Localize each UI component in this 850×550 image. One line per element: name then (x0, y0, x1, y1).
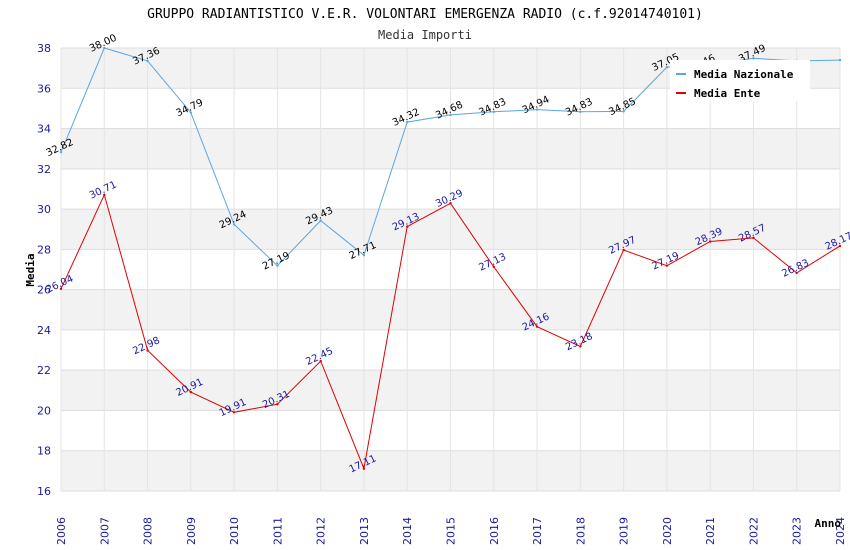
data-point (492, 265, 495, 269)
x-tick-label: 2021 (704, 517, 717, 545)
data-point (59, 287, 63, 291)
data-point (665, 264, 669, 267)
data-point (535, 325, 539, 328)
data-label: 34.83 (477, 97, 508, 119)
data-label: 27.19 (261, 250, 292, 272)
data-label: 22.45 (304, 346, 335, 368)
data-label: 22.98 (131, 335, 162, 357)
data-label: 30.29 (434, 188, 465, 210)
x-tick-label: 2024 (834, 517, 847, 545)
data-point (795, 271, 798, 275)
data-point (189, 390, 193, 394)
data-point (146, 349, 149, 352)
data-point (103, 46, 106, 50)
data-point (59, 151, 63, 154)
data-point (189, 111, 193, 114)
legend-label: Media Nazionale (694, 68, 794, 81)
data-point (579, 110, 582, 114)
data-point (406, 120, 409, 124)
y-axis-label: Media (24, 253, 37, 286)
y-tick-label: 24 (37, 324, 51, 337)
x-tick-label: 2018 (574, 517, 587, 545)
data-point (232, 411, 236, 414)
x-tick-label: 2016 (488, 517, 501, 545)
data-point (406, 225, 409, 228)
y-tick-label: 34 (37, 123, 51, 136)
chart-subtitle: Media Importi (378, 28, 472, 42)
data-point (579, 345, 582, 348)
data-point (362, 254, 366, 257)
data-point (449, 202, 452, 205)
y-tick-label: 38 (37, 42, 51, 55)
x-tick-label: 2007 (98, 517, 111, 545)
x-tick-label: 2009 (185, 517, 198, 545)
x-tick-label: 2011 (271, 517, 284, 545)
legend-box (670, 60, 810, 101)
legend: Media Nazionale Media Ente (670, 60, 810, 101)
y-tick-label: 30 (37, 203, 51, 216)
data-point (319, 219, 322, 222)
y-tick-label: 26 (37, 284, 51, 297)
x-tick-label: 2006 (55, 517, 68, 545)
x-tick-label: 2019 (618, 517, 631, 545)
y-tick-label: 36 (37, 82, 51, 95)
x-tick-label: 2022 (747, 517, 760, 545)
data-label: 34.85 (607, 96, 638, 118)
data-point (665, 65, 669, 69)
data-point (449, 113, 452, 117)
data-label: 23.18 (564, 331, 595, 353)
x-tick-label: 2014 (401, 517, 414, 545)
data-label: 34.83 (564, 97, 595, 119)
data-label: 34.79 (174, 97, 205, 119)
x-axis-ticks: 2006 2007 2008 2009 2010 2011 2012 2013 2014 2015… (55, 517, 847, 545)
y-axis-ticks: 16 18 20 22 24 26 28 30 32 34 36 38 (37, 42, 51, 498)
y-tick-label: 18 (37, 445, 51, 458)
data-point (535, 108, 539, 111)
x-tick-label: 2020 (661, 517, 674, 545)
y-tick-label: 16 (37, 485, 51, 498)
data-point (362, 467, 366, 470)
data-point (103, 193, 106, 196)
legend-label: Media Ente (694, 87, 761, 100)
x-tick-label: 2013 (358, 517, 371, 545)
data-label: 27.13 (477, 252, 508, 274)
data-point (838, 244, 842, 248)
x-axis-label: Anno (815, 517, 842, 530)
x-tick-label: 2012 (315, 517, 328, 545)
data-point (232, 223, 236, 226)
data-point (838, 58, 842, 62)
data-point (276, 403, 279, 406)
x-tick-label: 2017 (531, 517, 544, 545)
y-tick-label: 28 (37, 243, 51, 256)
data-point (319, 359, 322, 363)
data-label: 26.83 (780, 258, 811, 280)
data-point (622, 248, 625, 252)
chart-title: GRUPPO RADIANTISTICO V.E.R. VOLONTARI EM… (147, 7, 703, 22)
data-point (146, 59, 149, 63)
data-label: 27.19 (651, 250, 682, 272)
y-tick-label: 20 (37, 404, 51, 417)
data-label: 34.94 (521, 94, 552, 116)
data-label: 34.68 (434, 100, 465, 122)
x-tick-label: 2008 (142, 517, 155, 545)
data-point (752, 236, 755, 240)
x-tick-label: 2015 (445, 517, 458, 545)
data-point (708, 240, 712, 243)
y-tick-label: 22 (37, 364, 51, 377)
data-point (276, 264, 279, 267)
data-point (492, 110, 495, 114)
data-point (622, 110, 625, 113)
x-tick-label: 2023 (791, 517, 804, 545)
x-tick-label: 2010 (228, 517, 241, 545)
data-point (752, 57, 755, 60)
y-tick-label: 32 (37, 163, 51, 176)
